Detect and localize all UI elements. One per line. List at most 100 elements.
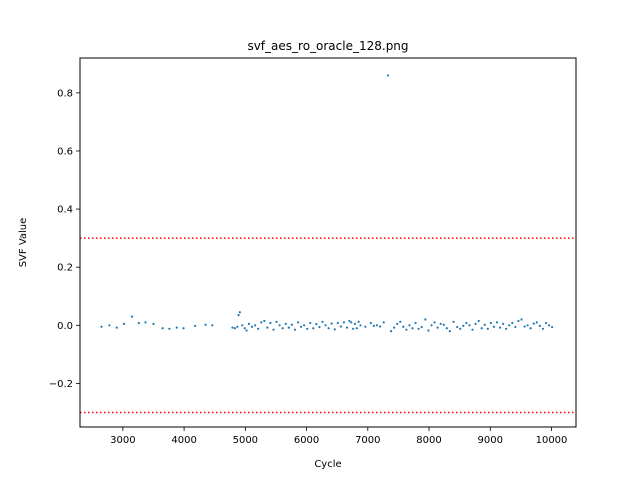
data-point [281, 327, 284, 330]
data-point [352, 327, 355, 330]
data-point [514, 325, 517, 329]
y-tick-label: 0.6 [57, 146, 73, 157]
data-point [269, 321, 272, 325]
data-point [378, 325, 382, 328]
data-point [237, 314, 240, 317]
data-point [257, 327, 260, 330]
data-point [122, 322, 126, 325]
threshold-lines [80, 237, 576, 414]
data-point [498, 326, 502, 329]
data-point [245, 329, 248, 332]
data-point [551, 325, 554, 329]
data-point [508, 324, 511, 327]
data-point [465, 321, 468, 325]
data-point [369, 321, 372, 325]
data-point [330, 322, 333, 325]
data-point [353, 322, 357, 325]
data-point [231, 326, 234, 329]
data-point [254, 324, 257, 327]
data-point [452, 320, 455, 323]
data-point [275, 320, 278, 323]
data-point [414, 321, 417, 325]
data-point [348, 319, 351, 323]
data-point [477, 319, 480, 323]
data-point [420, 325, 423, 329]
y-tick-label: 0.4 [57, 205, 73, 216]
data-point [236, 325, 239, 328]
data-point [359, 324, 362, 327]
data-point [130, 315, 134, 318]
data-point [393, 326, 396, 329]
data-point [272, 328, 275, 331]
x-tick-label: 9000 [478, 435, 503, 446]
data-point [238, 311, 241, 314]
data-point [399, 320, 402, 323]
data-point [547, 324, 551, 327]
data-point [333, 328, 336, 331]
data-point [439, 322, 442, 325]
data-point [290, 323, 293, 326]
data-point [495, 321, 499, 324]
data-point [306, 327, 309, 330]
data-point [364, 325, 367, 328]
data-point [468, 324, 471, 327]
data-point [336, 321, 339, 325]
data-point [108, 324, 111, 327]
data-point [327, 327, 330, 330]
data-point [318, 325, 321, 329]
data-point [538, 324, 541, 327]
chart-title: svf_aes_ro_oracle_128.png [247, 39, 408, 53]
data-point [445, 327, 448, 330]
data-point [462, 324, 465, 327]
data-point [523, 325, 526, 328]
data-point [520, 318, 523, 321]
x-tick-label: 10000 [536, 435, 568, 446]
data-point [309, 321, 312, 325]
data-point [529, 327, 532, 330]
data-point [483, 323, 486, 326]
data-point [535, 321, 538, 324]
data-point [448, 330, 451, 333]
data-point [396, 322, 399, 325]
data-point [541, 327, 545, 330]
x-axis-ticks: 3000 4000 5000 6000 7000 8000 9000 10000 [110, 427, 567, 446]
data-point [182, 327, 185, 330]
data-point [389, 330, 393, 333]
data-point [355, 327, 358, 330]
data-point [417, 327, 420, 330]
data-point [266, 326, 269, 329]
x-tick-label: 5000 [233, 435, 258, 446]
y-tick-label: 0.8 [57, 88, 73, 99]
data-point [517, 319, 520, 323]
x-tick-label: 3000 [110, 435, 135, 446]
plot-area-frame [79, 57, 577, 428]
data-point [345, 326, 349, 329]
data-point [324, 324, 327, 327]
data-point [424, 318, 427, 321]
data-point [489, 321, 492, 325]
y-tick-label: 0.2 [57, 263, 73, 274]
data-point [161, 327, 164, 330]
data-point [321, 320, 324, 323]
data-point [284, 322, 287, 325]
data-point [405, 328, 408, 331]
data-point [342, 321, 346, 324]
data-point [480, 327, 483, 330]
data-point [233, 327, 237, 330]
data-point [471, 328, 474, 331]
data-point [375, 324, 379, 327]
data-point [299, 325, 303, 328]
data-point [459, 327, 462, 330]
data-point [386, 74, 390, 77]
data-point [436, 326, 439, 329]
data-point [357, 320, 360, 323]
data-point [263, 319, 266, 323]
data-point [433, 321, 436, 324]
data-point [260, 321, 263, 324]
data-point [502, 322, 505, 325]
data-point [486, 327, 489, 330]
data-point [137, 321, 140, 325]
data-point [430, 324, 433, 327]
